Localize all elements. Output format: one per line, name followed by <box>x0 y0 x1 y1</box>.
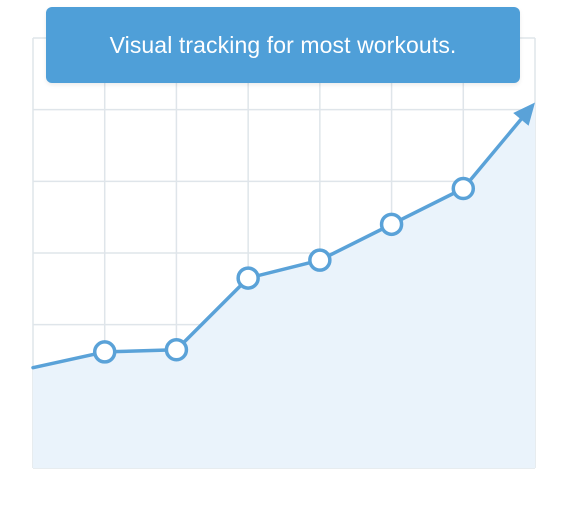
data-point <box>451 176 476 201</box>
area-fill <box>33 102 535 468</box>
data-point <box>164 338 189 362</box>
series-line <box>31 114 526 370</box>
data-point <box>379 212 404 237</box>
chart-line <box>31 102 535 370</box>
chart-markers <box>92 176 476 364</box>
data-point <box>308 248 332 272</box>
banner-text: Visual tracking for most workouts. <box>109 31 457 58</box>
info-banner: Visual tracking for most workouts. <box>46 7 520 83</box>
arrow-head-icon <box>513 102 535 126</box>
chart-area <box>33 102 535 468</box>
data-point <box>92 340 117 364</box>
data-point <box>236 266 260 290</box>
